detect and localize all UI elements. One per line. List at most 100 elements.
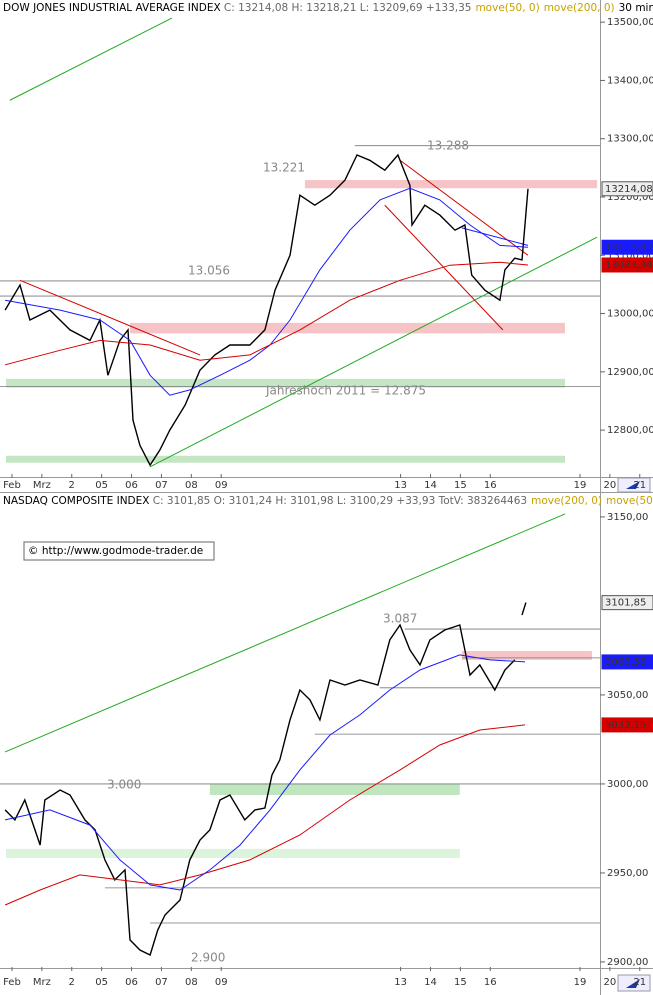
price-zone: [209, 783, 460, 795]
x-tick-label: 21: [633, 480, 646, 491]
last-value-box: [601, 181, 653, 197]
chart-header: DOW JONES INDUSTRIAL AVERAGE INDEX C: 132…: [3, 2, 653, 14]
x-tick-label: 16: [484, 977, 497, 988]
watermark-box: [23, 541, 215, 561]
last-value-box: [601, 717, 653, 733]
level-annotation: 13.288: [427, 139, 469, 153]
last-value-box: [601, 654, 653, 670]
tool-icon[interactable]: [617, 477, 651, 493]
price-zone: [5, 848, 460, 858]
x-tick-label: 06: [125, 480, 138, 491]
y-tick-label: 2950,00: [607, 868, 648, 879]
moving-average-line: [4, 654, 526, 891]
x-tick-label: 13: [394, 977, 407, 988]
last-value-label: 13113,81: [605, 242, 653, 253]
x-tick-label: Mrz: [33, 480, 51, 491]
last-value-box: [601, 239, 653, 255]
x-tick-label: 15: [454, 480, 467, 491]
tool-icon[interactable]: [617, 974, 651, 992]
chart-header: NASDAQ COMPOSITE INDEX C: 3101,85 O: 3101…: [3, 495, 653, 507]
y-tick-label: 13200,00: [607, 192, 653, 203]
plot-area: [0, 17, 600, 468]
x-tick-label: 2: [69, 977, 75, 988]
trend-line: [19, 279, 201, 356]
legend-entry: move(50, 0): [606, 495, 653, 507]
last-value-box: [601, 257, 653, 273]
trend-line: [461, 227, 529, 246]
quote-info: C: 3101,85 O: 3101,24 H: 3101,98 L: 3100…: [153, 495, 527, 507]
level-annotation: Jahreshoch 2011 = 12.875: [265, 384, 426, 398]
price-zone: [5, 378, 566, 388]
chart-title: DOW JONES INDUSTRIAL AVERAGE INDEX: [3, 2, 220, 14]
x-tick-label: Feb: [3, 977, 21, 988]
x-tick-label: 14: [424, 480, 437, 491]
trend-line: [149, 236, 598, 468]
header-background: [0, 495, 600, 507]
y-tick-label: 13300,00: [607, 134, 653, 145]
y-tick-label: 12800,00: [607, 425, 653, 436]
quote-info: C: 13214,08 H: 13218,21 L: 13209,69 +133…: [224, 2, 472, 14]
price-zone: [5, 455, 566, 463]
x-tick-label: Mrz: [33, 977, 51, 988]
price-zone: [461, 650, 592, 660]
x-tick-label: 16: [484, 480, 497, 491]
price-line: [4, 602, 527, 956]
x-tick-label: 14: [424, 977, 437, 988]
x-tick-label: 19: [574, 480, 587, 491]
last-value-label: 13083,34: [605, 260, 653, 271]
y-tick-label: 13000,00: [607, 309, 653, 320]
x-tick-label: 09: [215, 480, 228, 491]
price-zone: [304, 180, 598, 189]
level-annotation: 13.221: [263, 161, 305, 175]
last-value-label: 13214,08: [605, 184, 653, 195]
y-tick-label: 13400,00: [607, 75, 653, 86]
x-tick-label: 08: [185, 480, 198, 491]
level-annotation: 2.900: [191, 951, 225, 965]
x-tick-label: 19: [574, 977, 587, 988]
price-line: [4, 153, 529, 467]
moving-average-line: [4, 261, 529, 366]
last-value-label: 3101,85: [605, 598, 646, 609]
header-background: [0, 2, 600, 14]
price-zone: [130, 322, 566, 334]
level-annotation: 13.056: [188, 264, 230, 278]
legend-entry: move(200, 0): [531, 495, 602, 507]
x-tick-label: 09: [215, 977, 228, 988]
watermark: © http://www.godmode-trader.de: [28, 545, 203, 557]
moving-average-line: [4, 724, 526, 906]
x-tick-label: 2: [69, 480, 75, 491]
level-annotation: 3.000: [107, 778, 141, 792]
plot-area: [0, 513, 600, 956]
last-value-label: 3033,15: [605, 720, 646, 731]
y-tick-label: 2900,00: [607, 957, 648, 968]
y-tick-label: 3150,00: [607, 512, 648, 523]
level-annotation: 3.087: [383, 612, 417, 626]
legend-entry: move(50, 0): [475, 2, 539, 14]
x-tick-label: 05: [95, 977, 108, 988]
y-tick-label: 13100,00: [607, 250, 653, 261]
x-tick-label: 08: [185, 977, 198, 988]
y-tick-label: 12900,00: [607, 367, 653, 378]
x-tick-label: 15: [454, 977, 467, 988]
x-tick-label: 13: [394, 480, 407, 491]
y-tick-label: 13500,00: [607, 17, 653, 28]
legend-entry: move(200, 0): [544, 2, 615, 14]
x-tick-label: 06: [125, 977, 138, 988]
x-tick-label: 07: [155, 977, 168, 988]
chart-title: NASDAQ COMPOSITE INDEX: [3, 495, 149, 507]
trend-line: [4, 513, 566, 753]
x-tick-label: 21: [633, 977, 646, 988]
y-tick-label: 3000,00: [607, 779, 648, 790]
x-tick-label: 20: [603, 480, 616, 491]
x-tick-label: 07: [155, 480, 168, 491]
x-tick-label: 05: [95, 480, 108, 491]
interval: 30 mins: [619, 2, 653, 14]
last-value-label: 3068,55: [605, 657, 646, 668]
x-tick-label: 20: [603, 977, 616, 988]
y-tick-label: 3050,00: [607, 690, 648, 701]
x-tick-label: Feb: [3, 480, 21, 491]
last-value-box: [601, 595, 653, 611]
trend-line: [9, 17, 173, 101]
